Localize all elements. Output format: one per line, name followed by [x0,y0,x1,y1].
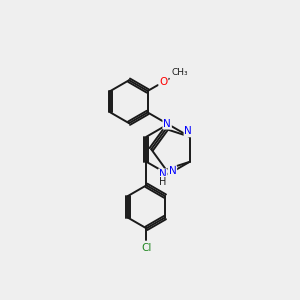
Text: O: O [159,77,168,87]
Text: N: N [159,169,167,179]
Text: CH₃: CH₃ [171,68,188,77]
Text: N: N [163,119,171,129]
Text: H: H [159,177,166,187]
Text: N: N [184,126,192,136]
Text: Cl: Cl [141,243,152,253]
Text: N: N [169,166,176,176]
